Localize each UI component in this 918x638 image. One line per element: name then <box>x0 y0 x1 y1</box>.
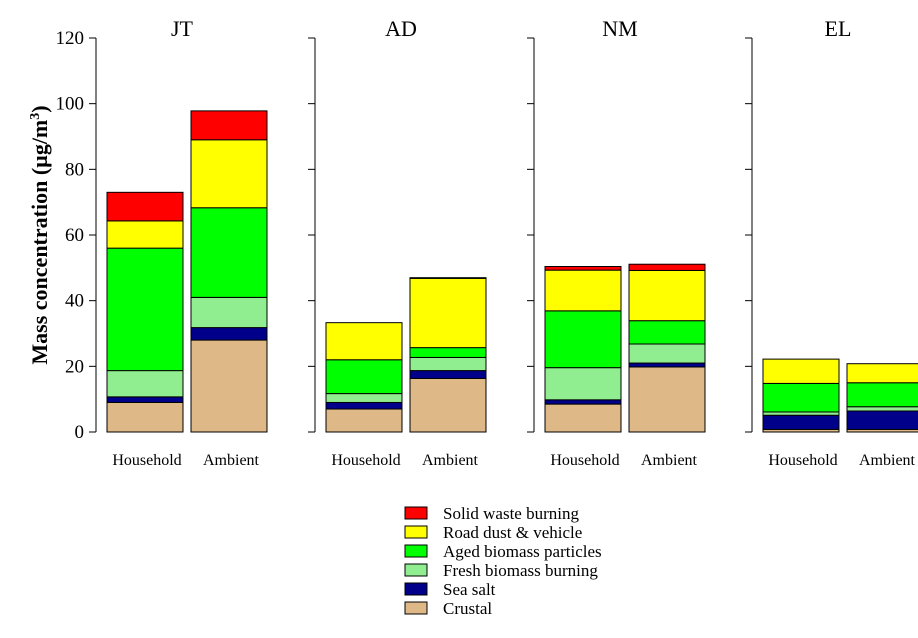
y-tick-label: 80 <box>65 159 84 180</box>
bar-segment <box>106 370 184 398</box>
legend-label: Fresh biomass burning <box>443 561 598 580</box>
x-category-label: Household <box>550 452 619 469</box>
x-category-label: Household <box>112 452 181 469</box>
y-tick-label: 0 <box>75 422 85 443</box>
bar-segment <box>325 408 403 433</box>
y-tick-label: 100 <box>56 94 85 115</box>
bar-stack-ambient <box>409 277 487 433</box>
bar-stack-household <box>106 191 184 433</box>
bar-stack-household <box>544 266 622 433</box>
panel-title: JT <box>171 16 194 41</box>
legend-swatch <box>404 506 428 520</box>
panel-nm: NM Household Ambient <box>527 16 706 469</box>
y-axis-label-group: Mass concentration (µg/m3) <box>27 105 52 364</box>
bar-segment <box>409 347 487 358</box>
legend-label: Aged biomass particles <box>443 542 602 561</box>
x-category-label: Ambient <box>641 452 698 469</box>
bar-segment <box>325 322 403 361</box>
bar-segment <box>544 403 622 433</box>
bar-segment <box>409 377 487 433</box>
bar-stack-ambient <box>628 263 706 433</box>
x-category-label: Ambient <box>859 452 916 469</box>
x-category-label: Household <box>768 452 837 469</box>
panel-title: EL <box>825 16 852 41</box>
bar-segment <box>409 370 487 379</box>
bar-segment <box>544 310 622 369</box>
bar-segment <box>106 220 184 249</box>
legend-swatch <box>404 582 428 596</box>
bar-stack-ambient <box>846 363 918 433</box>
bar-segment <box>544 367 622 401</box>
legend-swatch <box>404 544 428 558</box>
bar-stack-ambient <box>190 110 268 433</box>
bar-segment <box>190 139 268 209</box>
bar-segment <box>544 399 622 405</box>
bar-stack-household <box>325 322 403 433</box>
bar-segment <box>628 263 706 271</box>
bar-segment <box>190 296 268 329</box>
bar-segment <box>325 359 403 395</box>
panel-el: EL Household Ambient <box>745 16 918 469</box>
legend-label: Road dust & vehicle <box>443 523 582 542</box>
y-tick-label: 40 <box>65 291 84 312</box>
bar-segment <box>846 382 918 408</box>
panel-jt: JT 0 20 40 60 80 100 120 Household Ambient <box>56 16 268 469</box>
bar-segment <box>325 393 403 403</box>
bar-segment <box>628 366 706 433</box>
bar-segment <box>846 410 918 430</box>
panel-ad: AD Household Ambient <box>308 16 487 469</box>
chart-panels: JT 0 20 40 60 80 100 120 Household Ambient AD House… <box>56 16 918 469</box>
y-axis-label: Mass concentration (µg/m3) <box>27 105 52 364</box>
y-tick-label: 120 <box>56 28 85 49</box>
x-category-label: Ambient <box>203 452 260 469</box>
bar-segment <box>846 406 918 412</box>
bar-segment <box>190 339 268 433</box>
bar-segment <box>762 358 840 384</box>
bar-segment <box>190 110 268 141</box>
legend-swatch <box>404 525 428 539</box>
bar-segment <box>106 191 184 222</box>
bar-segment <box>106 247 184 372</box>
bar-segment <box>628 362 706 368</box>
bar-segment <box>409 356 487 372</box>
legend-swatch <box>404 601 428 615</box>
bar-stack-household <box>762 358 840 433</box>
x-category-label: Household <box>331 452 400 469</box>
bar-segment <box>106 401 184 433</box>
bar-segment <box>325 401 403 410</box>
legend-label: Sea salt <box>443 580 496 599</box>
bar-segment <box>544 266 622 271</box>
x-category-label: Ambient <box>422 452 479 469</box>
y-tick-label: 60 <box>65 225 84 246</box>
bar-segment <box>106 396 184 403</box>
bar-segment <box>628 343 706 364</box>
legend-label: Solid waste burning <box>443 504 579 523</box>
bar-segment <box>762 414 840 430</box>
bar-segment <box>190 207 268 298</box>
bar-segment <box>628 269 706 322</box>
bar-segment <box>409 277 487 349</box>
y-tick-label: 20 <box>65 356 84 377</box>
bar-segment <box>846 363 918 384</box>
legend-label: Crustal <box>443 599 492 618</box>
panel-title: NM <box>602 16 637 41</box>
bar-segment <box>628 320 706 345</box>
panel-title: AD <box>385 16 417 41</box>
bar-segment <box>409 277 487 279</box>
bar-segment <box>544 269 622 312</box>
legend-swatch <box>404 563 428 577</box>
bar-segment <box>762 382 840 413</box>
bar-segment <box>190 327 268 341</box>
